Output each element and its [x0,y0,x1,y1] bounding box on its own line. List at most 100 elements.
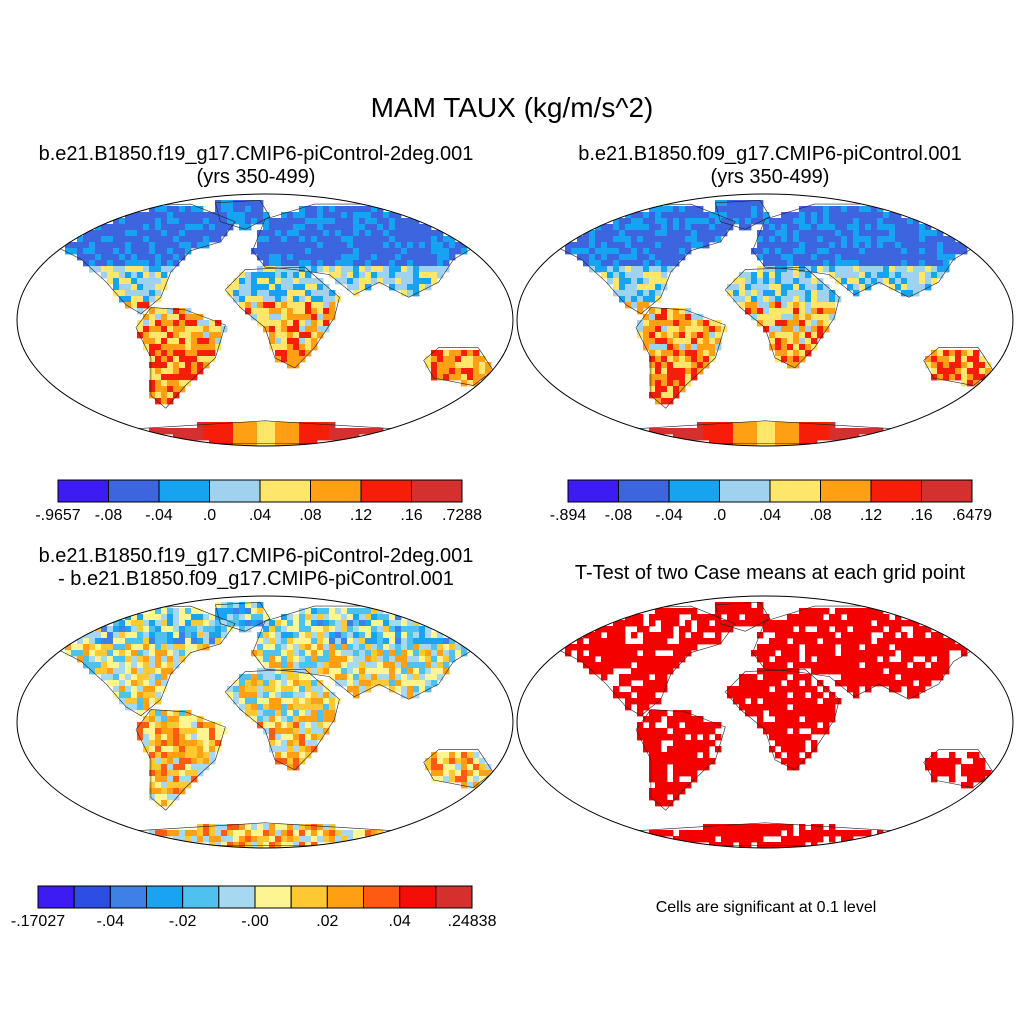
panel-case2-title-line1: b.e21.B1850.f09_g17.CMIP6-piControl.001 [578,143,962,165]
colorbar-label: .24838 [448,913,497,930]
significance-note: Cells are significant at 0.1 level [655,899,877,916]
colorbar-label: -.04 [655,507,683,524]
colorbar-swatch [668,479,720,503]
colorbar-label: -.9657 [35,507,80,524]
colorbar-swatch [363,885,401,909]
coastline-samerica [135,307,226,409]
colorbar-difference: -.17027 -.04 -.02 -.00 .02 .04 .24838 [11,885,497,930]
colorbar-swatch [921,479,973,503]
colorbar-label: .02 [316,913,338,930]
colorbar-label: -.17027 [11,913,65,930]
colorbar-label: .12 [860,507,882,524]
map-border [516,193,1014,447]
map-case2 [516,193,1014,447]
map-border [16,193,514,447]
colorbar-label: .16 [910,507,932,524]
coastline-australia [923,749,994,788]
colorbar-swatch [73,885,111,909]
colorbar-swatch [310,479,362,503]
colorbar-label: .08 [299,507,321,524]
panel-ttest-title: T-Test of two Case means at each grid po… [514,562,1024,585]
map-difference [16,595,514,849]
coastline-europe-asia [752,605,984,700]
colorbar-label: -.00 [241,913,269,930]
coastline-greenland [715,199,771,230]
colorbar-label: .04 [249,507,271,524]
coastline-greenland [215,601,271,632]
colorbar-swatch [109,885,148,909]
coastline-africa [724,668,840,771]
colorbar-swatch [254,885,292,909]
coastline-namerica [551,605,736,717]
colorbar-swatch [870,479,922,503]
colorbar-swatch [618,479,670,503]
colorbar-label: -.04 [97,913,125,930]
colorbar-swatch [399,885,437,909]
colorbar-label: .0 [713,507,726,524]
figure-title: MAM TAUX (kg/m/s^2) [370,92,654,123]
coastline-africa [224,668,340,771]
colorbar-label: .04 [759,507,781,524]
coastline-australia [423,347,494,386]
colorbar-swatch [37,885,75,909]
colorbar-label: -.04 [145,507,173,524]
coastline-greenland [715,601,771,632]
coastline-australia [923,347,994,386]
colorbar-swatch [182,885,220,909]
colorbar-label: .6479 [952,507,992,524]
map-border [516,595,1014,849]
panel-diff-title-line1: b.e21.B1850.f19_g17.CMIP6-piControl-2deg… [38,545,474,567]
coastline-samerica [135,709,226,811]
map-ttest [516,595,1014,849]
colorbar-swatch [435,885,473,909]
map-case1 [16,193,514,447]
panel-case1-title: b.e21.B1850.f19_g17.CMIP6-piControl-2deg… [0,143,512,189]
colorbar-label: -.02 [169,913,197,930]
colorbar-label: -.894 [550,507,587,524]
colorbar-label: .12 [350,507,372,524]
colorbar-swatch [769,479,821,503]
panel-case1-title-line1: b.e21.B1850.f19_g17.CMIP6-piControl-2deg… [38,143,474,165]
panel-diff-title-line2: - b.e21.B1850.f09_g17.CMIP6-piControl.00… [58,568,454,590]
panel-case1-title-line2: (yrs 350-499) [196,166,316,188]
colorbar-label: .7288 [442,507,482,524]
coastline-australia [423,749,494,788]
map-border [16,595,514,849]
colorbar-label: .04 [389,913,411,930]
colorbar-swatch [146,885,184,909]
colorbar-swatch [411,479,463,503]
colorbar-label: .0 [203,507,216,524]
panel-case2-title: b.e21.B1850.f09_g17.CMIP6-piControl.001 … [514,143,1024,189]
colorbar-swatch [326,885,365,909]
coastline-samerica [635,709,726,811]
coastline-namerica [551,203,736,315]
colorbar-label: -.08 [605,507,633,524]
colorbar-swatch [360,479,412,503]
colorbar-swatch [218,885,256,909]
coastline-europe-asia [252,605,484,700]
colorbar-swatch [820,479,872,503]
colorbar-swatch [209,479,261,503]
colorbar-swatch [719,479,771,503]
coastline-europe-asia [252,203,484,298]
colorbar-swatch [567,479,619,503]
colorbar-case2: -.894 -.08 -.04 .0 .04 .08 .12 .16 .6479 [550,479,992,524]
coastline-africa [724,266,840,369]
coastline-samerica [635,307,726,409]
map-cells [65,200,492,446]
colorbar-label: .16 [400,507,422,524]
colorbar-swatch [290,885,328,909]
colorbar-label: -.08 [95,507,123,524]
colorbar-swatch [259,479,311,503]
colorbar-swatch [108,479,160,503]
panel-diff-title: b.e21.B1850.f19_g17.CMIP6-piControl-2deg… [0,545,512,591]
coastline-namerica [51,203,236,315]
colorbar-label: .08 [809,507,831,524]
coastline-greenland [215,199,271,230]
colorbar-swatch [158,479,210,503]
colorbar-swatch [57,479,109,503]
map-cells [565,200,992,446]
panel-ttest-title-line1: T-Test of two Case means at each grid po… [574,562,966,584]
colorbar-case1: -.9657 -.08 -.04 .0 .04 .08 .12 .16 .7288 [35,479,482,524]
